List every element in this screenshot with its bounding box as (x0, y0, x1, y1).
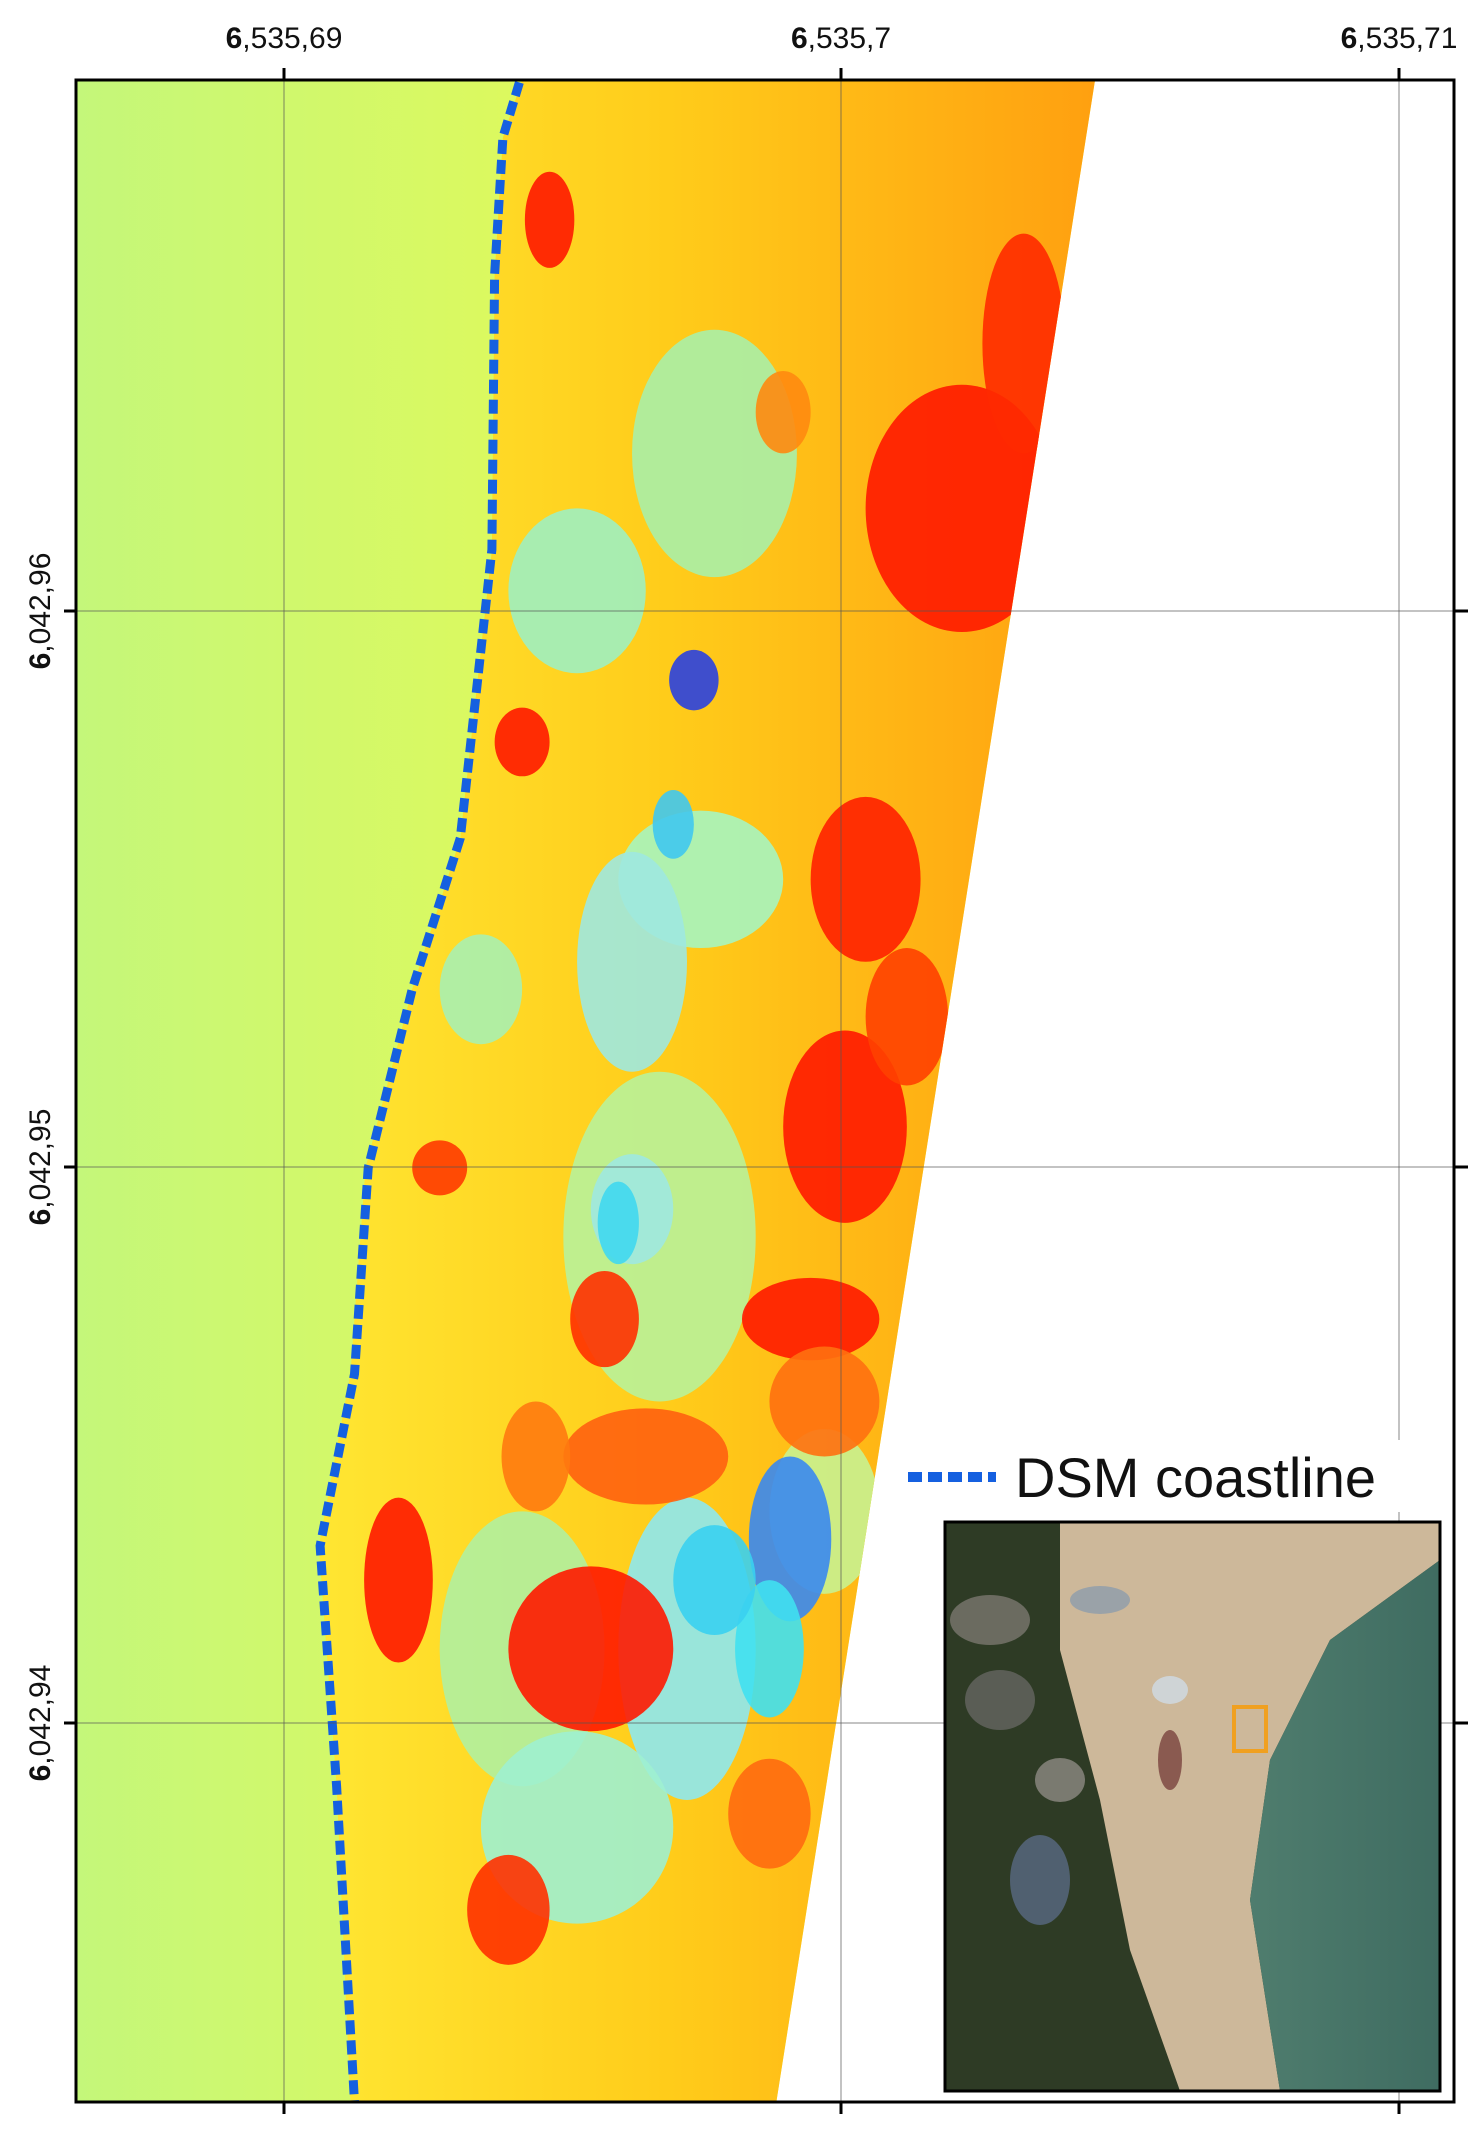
elevation-patch (467, 1854, 550, 1965)
inset-sand (1060, 1522, 1440, 2091)
inset-study-area (1232, 1705, 1268, 1753)
y-tick-label: 6,042,96 (24, 553, 57, 670)
elevation-patch (673, 1525, 756, 1636)
elevation-patch (748, 1456, 832, 1622)
y-tick-label: 6,042,95 (24, 1109, 57, 1226)
elevation-patch (669, 649, 719, 711)
tick-rest: ,535,69 (242, 22, 342, 55)
elevation-patch (508, 1566, 674, 1732)
tick-rest: ,042,96 (24, 553, 57, 653)
elevation-patch (735, 1580, 804, 1718)
dsm-coastline (315, 81, 524, 2102)
elevation-patch (652, 790, 694, 859)
tick-bold-digit: 6 (226, 22, 243, 55)
tick-bold-digit: 6 (24, 653, 57, 670)
x-tick-label: 6,535,7 (791, 22, 891, 55)
x-tick-label: 6,535,71 (1341, 22, 1458, 55)
inset-map (945, 1522, 1440, 2091)
elevation-patch (783, 1030, 907, 1223)
elevation-patch (755, 370, 811, 454)
tick-bold-digit: 6 (24, 1209, 57, 1226)
inset-feature (965, 1670, 1035, 1730)
inset-frame (943, 1520, 1442, 2093)
inset-feature (1152, 1676, 1188, 1704)
inset-feature (950, 1595, 1030, 1645)
elevation-patch (577, 851, 687, 1072)
elevation-patch (632, 329, 797, 578)
elevation-patch (563, 1408, 729, 1505)
elevation-patch (494, 707, 550, 777)
elevation-patch (524, 171, 575, 268)
tick-bold-digit: 6 (1341, 22, 1358, 55)
tick-rest: ,042,94 (24, 1665, 57, 1765)
tick-rest: ,042,95 (24, 1109, 57, 1209)
x-tick-label: 6,535,69 (226, 22, 343, 55)
elevation-patch (364, 1497, 433, 1663)
tick-rest: ,535,71 (1357, 22, 1457, 55)
elevation-patch (982, 233, 1065, 454)
elevation-patch (865, 948, 949, 1086)
inset-feature (1158, 1730, 1182, 1790)
elevation-patch (597, 1181, 639, 1265)
elevation-patch (741, 1277, 880, 1361)
tick-bold-digit: 6 (791, 22, 808, 55)
tick-rest: ,535,7 (808, 22, 891, 55)
inset-feature (1070, 1586, 1130, 1614)
elevation-patch (412, 1140, 468, 1196)
elevation-patch (810, 796, 921, 962)
elevation-patch (728, 1758, 811, 1869)
elevation-patch (769, 1346, 880, 1457)
legend-label: DSM coastline (1015, 1446, 1376, 1509)
elevation-patch (570, 1270, 639, 1368)
inset-feature (1035, 1758, 1085, 1802)
map-content: 6,535,69 6,535,7 6,535,716,042,966,042,956… (24, 22, 1468, 2114)
elevation-patch (501, 1401, 571, 1512)
map-frame-area (76, 80, 1454, 2102)
y-tick-label: 6,042,94 (24, 1665, 57, 1782)
map-frame (74, 78, 1456, 2104)
inset-feature (1010, 1835, 1070, 1925)
elevation-patch (508, 508, 646, 674)
tick-bold-digit: 6 (24, 1765, 57, 1782)
elevation-patch (439, 934, 523, 1045)
elevation-patches (364, 171, 1065, 1965)
inset-sea (1250, 1560, 1440, 2091)
